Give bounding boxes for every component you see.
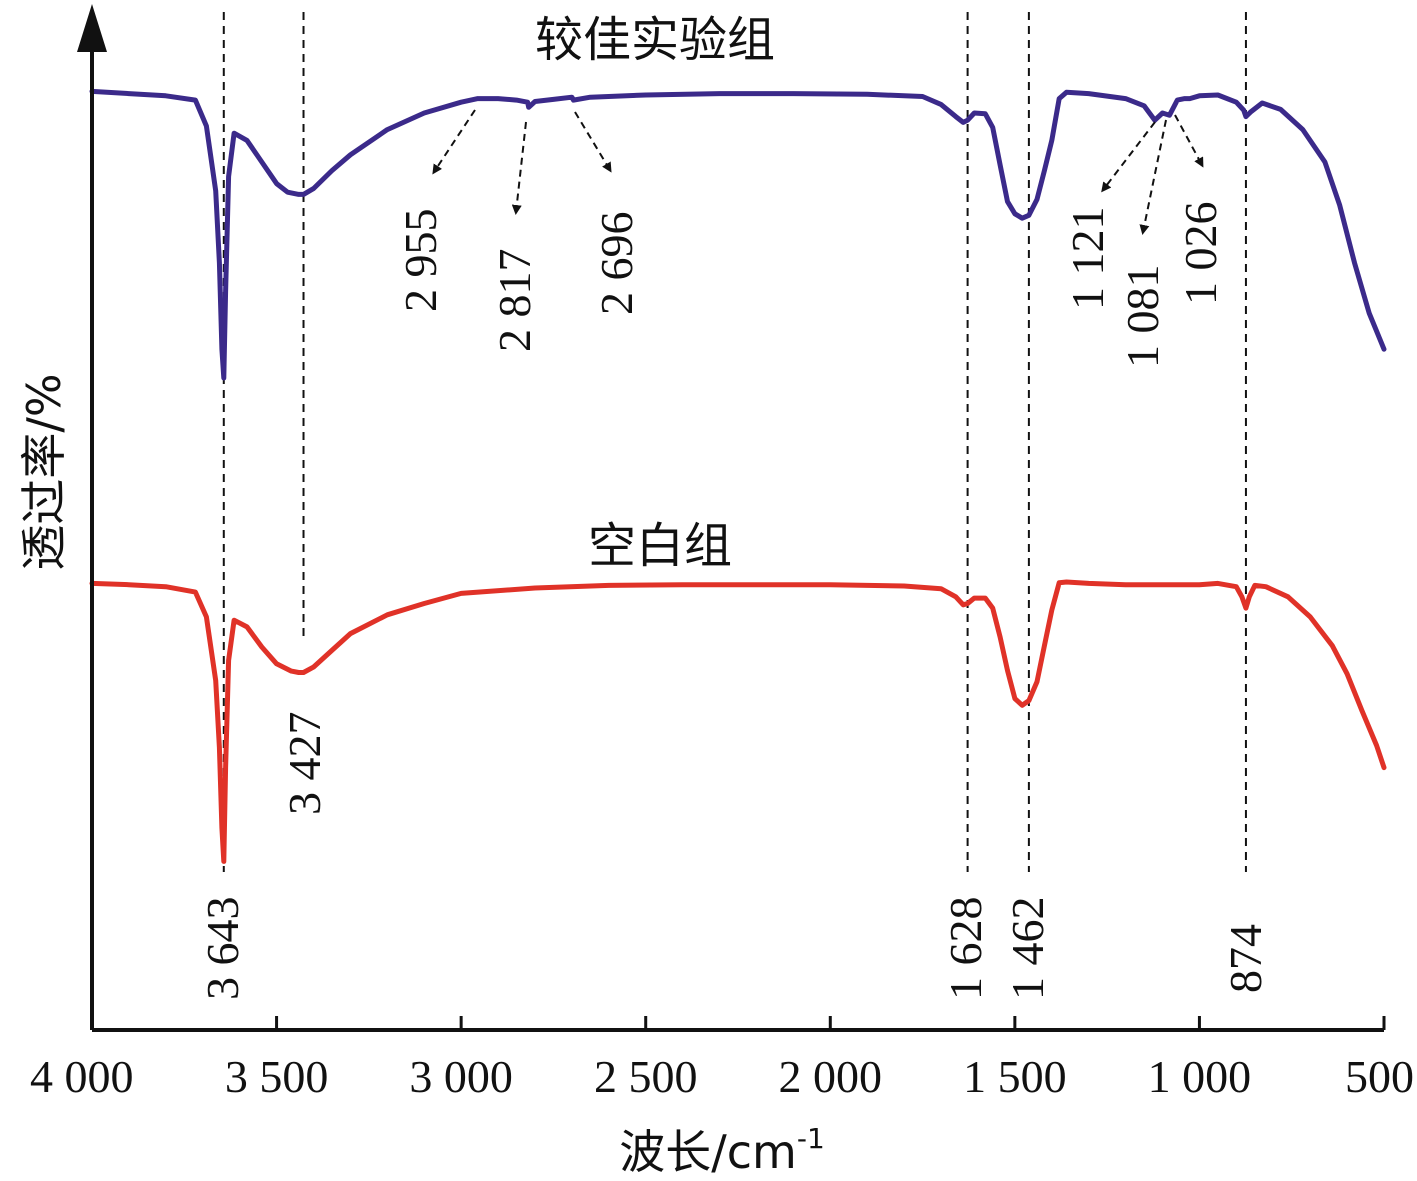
series-layer — [89, 88, 1387, 864]
series-label-blank: 空白组 — [588, 518, 732, 574]
peak-arrow-1081 — [1139, 119, 1167, 235]
peak-label-1026: 1 026 — [1175, 202, 1226, 306]
x-axis-ticks: 4 000 3 500 3 000 2 500 2 000 1 500 1 000 500 — [30, 1016, 1414, 1102]
peak-label-1462: 1 462 — [1002, 897, 1053, 1001]
peak-labels: 3 643 3 427 1 628 1 462 874 2 955 2 817 2 696 1 … — [197, 202, 1271, 1001]
y-axis-title: 透过率/% — [17, 373, 71, 570]
peak-arrow-2696 — [574, 111, 612, 173]
peak-arrow-1121 — [1101, 121, 1156, 193]
peak-arrow-2955 — [432, 109, 476, 175]
x-axis-title: 波长/cm-1 — [619, 1122, 825, 1179]
x-tick-label-4000: 4 000 — [30, 1051, 134, 1102]
x-tick-label-2000: 2 000 — [779, 1051, 883, 1102]
series-line-blank — [89, 579, 1387, 864]
x-tick-label-3000: 3 000 — [409, 1051, 513, 1102]
x-tick-label-3500: 3 500 — [225, 1051, 329, 1102]
peak-label-3643: 3 643 — [197, 897, 248, 1001]
x-tick-label-1000: 1 000 — [1148, 1051, 1252, 1102]
peak-label-2817: 2 817 — [489, 249, 540, 353]
peak-arrow-2817 — [511, 121, 527, 215]
series-label-experiment: 较佳实验组 — [535, 12, 775, 68]
peak-arrow-1026 — [1174, 114, 1204, 168]
guide-lines — [222, 12, 1247, 872]
annotation-arrows — [432, 109, 1204, 235]
series-line-experiment — [89, 88, 1387, 381]
peak-label-1081: 1 081 — [1117, 265, 1168, 369]
x-tick-label-2500: 2 500 — [594, 1051, 698, 1102]
peak-label-3427: 3 427 — [279, 712, 330, 816]
peak-label-1121: 1 121 — [1062, 207, 1113, 311]
peak-label-2955: 2 955 — [395, 209, 446, 313]
x-tick-label-1500: 1 500 — [963, 1051, 1067, 1102]
y-axis-arrowhead — [77, 4, 107, 52]
x-tick-label-500: 500 — [1345, 1051, 1414, 1102]
peak-label-874: 874 — [1220, 924, 1271, 993]
peak-label-1628: 1 628 — [940, 897, 991, 1001]
peak-label-2696: 2 696 — [591, 212, 642, 316]
